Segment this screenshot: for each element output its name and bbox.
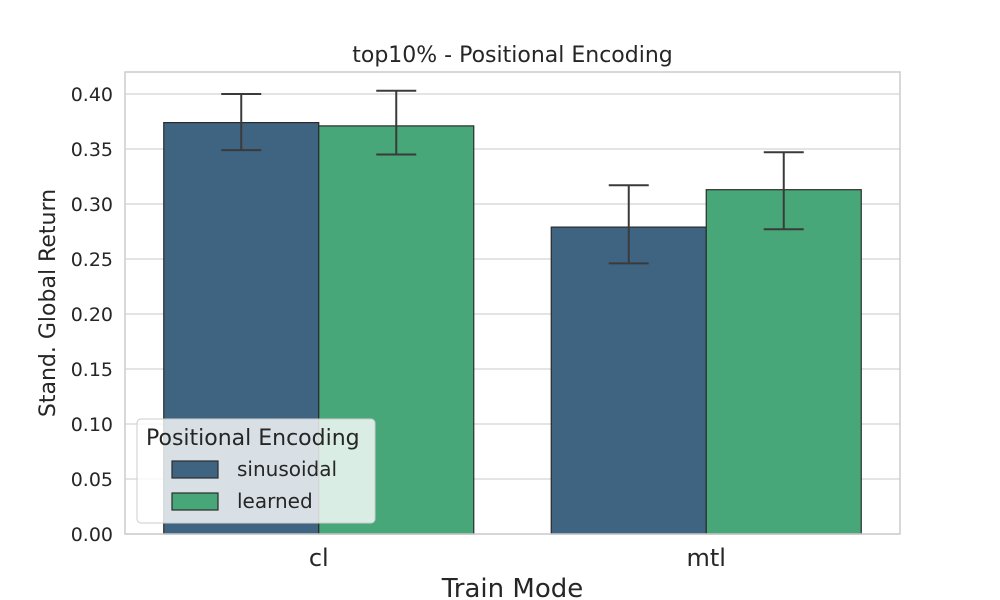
y-tick-label: 0.05	[71, 469, 113, 491]
y-tick-labels: 0.00 0.05 0.10 0.15 0.20 0.25 0.30 0.35 0.40	[71, 84, 113, 546]
legend-title: Positional Encoding	[146, 426, 360, 451]
y-tick-label: 0.20	[71, 304, 113, 326]
bar-learned-mtl	[705, 189, 862, 535]
legend: Positional Encoding sinusoidal learned	[136, 418, 376, 524]
y-tick-label: 0.25	[71, 249, 113, 271]
error-bars-layer	[221, 89, 804, 265]
bar-sinusoidal-mtl	[550, 226, 707, 535]
y-tick-label: 0.15	[71, 359, 113, 381]
legend-swatch-sinusoidal	[171, 460, 219, 479]
legend-items: sinusoidal learned	[171, 457, 337, 513]
plot-frame	[124, 71, 901, 535]
y-tick-label: 0.10	[71, 414, 113, 436]
legend-label-sinusoidal: sinusoidal	[237, 457, 337, 481]
y-tick-label: 0.40	[71, 84, 113, 106]
y-tick-label: 0.35	[71, 139, 113, 161]
y-tick-label: 0.30	[71, 194, 113, 216]
x-tick-label: cl	[309, 544, 329, 572]
y-axis-label: Stand. Global Return	[36, 189, 61, 417]
bars-layer	[163, 121, 862, 535]
chart-title: top10% - Positional Encoding	[352, 43, 673, 68]
x-tick-label: mtl	[687, 544, 726, 572]
legend-label-learned: learned	[237, 489, 313, 513]
x-tick-labels: cl mtl	[309, 544, 726, 572]
legend-swatch-learned	[171, 492, 219, 511]
y-tick-label: 0.00	[71, 524, 113, 546]
x-axis-label: Train Mode	[441, 574, 584, 600]
